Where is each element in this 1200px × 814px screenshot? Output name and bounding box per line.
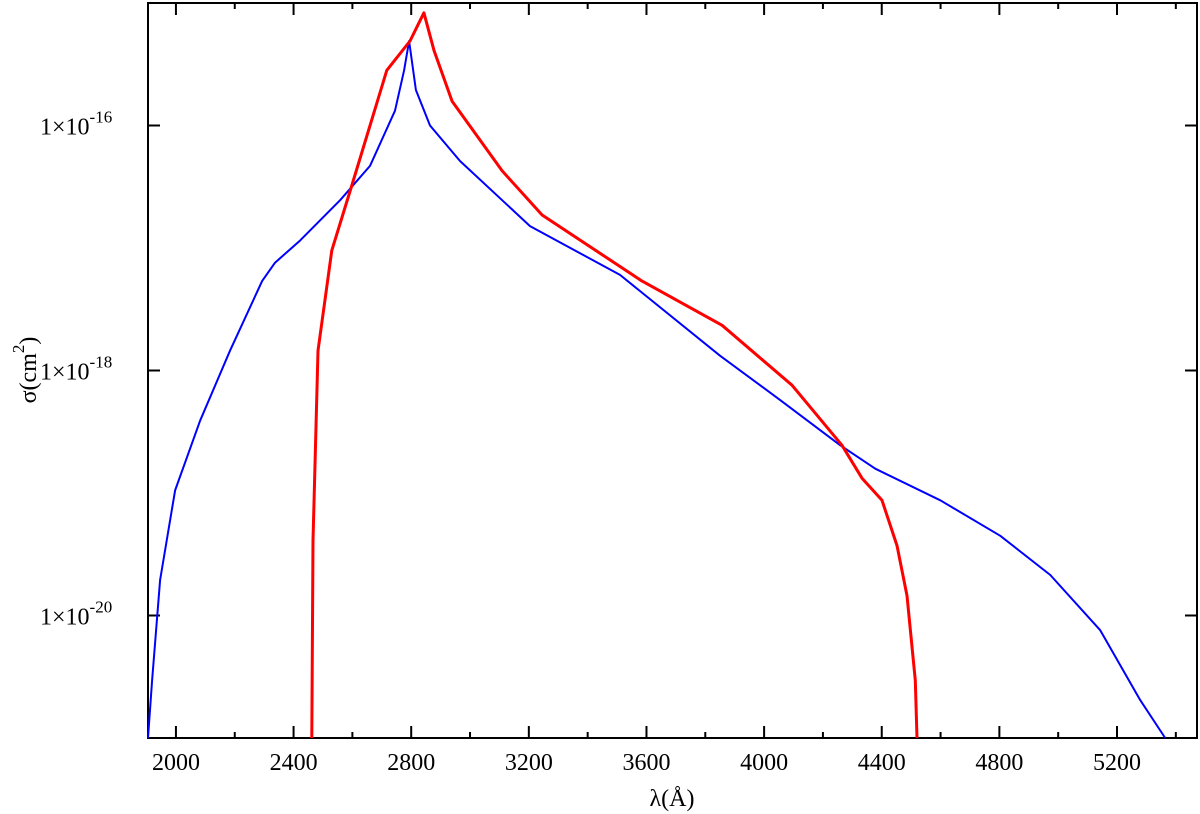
y-tick-label: 1×10-18 — [40, 353, 112, 386]
y-tick-exponent: -16 — [90, 108, 113, 127]
x-tick-label: 2000 — [152, 750, 200, 776]
y-axis-label-part: ) — [16, 337, 42, 345]
x-tick-label: 3200 — [505, 750, 553, 776]
x-tick-label: 2800 — [387, 750, 435, 776]
y-tick-base: 1×10 — [40, 115, 90, 141]
x-tick-label: 2400 — [270, 750, 318, 776]
y-axis-label: σ(cm2) — [9, 337, 42, 404]
y-axis-label-part: 2 — [9, 345, 28, 354]
series-line — [147, 40, 1167, 739]
y-tick-exponent: -18 — [90, 353, 113, 372]
x-tick-label: 3600 — [622, 750, 670, 776]
y-tick-base: 1×10 — [40, 605, 90, 631]
y-tick-base: 1×10 — [40, 360, 90, 386]
x-tick-label: 5200 — [1093, 750, 1141, 776]
x-tick-label: 4400 — [858, 750, 906, 776]
y-tick-label: 1×10-20 — [40, 598, 112, 631]
y-axis-label-part: σ(cm — [16, 353, 42, 404]
plot-frame — [147, 2, 1198, 739]
x-tick-label: 4000 — [740, 750, 788, 776]
y-tick-label: 1×10-16 — [40, 108, 112, 141]
x-tick-label: 4800 — [975, 750, 1023, 776]
series-line — [310, 11, 919, 739]
y-tick-exponent: -20 — [90, 598, 113, 617]
x-axis-label: λ(Å) — [650, 786, 695, 812]
